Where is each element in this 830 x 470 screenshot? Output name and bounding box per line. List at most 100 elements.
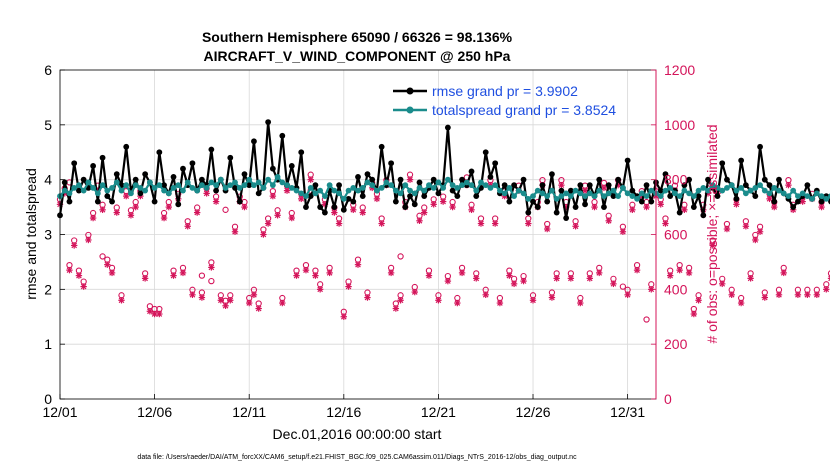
rmse-series-point [435, 190, 442, 197]
obs-assimilated-marker [728, 291, 735, 299]
obs-assimilated-marker [775, 291, 783, 299]
totalspread-series-point [265, 176, 272, 183]
rmse-series-point [776, 176, 782, 183]
totalspread-series-point [473, 187, 480, 194]
totalspread-series-point [189, 184, 196, 191]
rmse-series-point [345, 195, 352, 202]
totalspread-series-point [355, 187, 361, 194]
totalspread-series-point [549, 187, 555, 194]
totalspread-series-point [397, 190, 404, 197]
rmse-series-point [303, 204, 309, 210]
totalspread-series-point [724, 184, 730, 191]
rmse-series-point [549, 171, 555, 178]
totalspread-series-point [227, 182, 234, 189]
rmse-series-point [76, 187, 82, 194]
totalspread-series-point [634, 195, 640, 202]
rmse-series-point [298, 149, 305, 156]
obs-assimilated-marker [473, 275, 480, 282]
totalspread-series-point [288, 184, 295, 191]
rmse-series-point [501, 182, 508, 189]
obs-assimilated-marker [89, 214, 97, 222]
obs-assimilated-marker [454, 299, 461, 307]
totalspread-series-point [118, 187, 125, 194]
totalspread-series-point [520, 190, 527, 197]
x-tick-label: 12/31 [610, 404, 645, 420]
rmse-series-point [610, 193, 617, 200]
obs-assimilated-marker [364, 294, 371, 301]
obs-assimilated-marker [66, 266, 73, 274]
y-right-tick-label: 200 [664, 336, 688, 352]
obs-assimilated-marker [591, 203, 598, 211]
totalspread-series-point [388, 182, 395, 189]
totalspread-series-point [90, 184, 97, 191]
totalspread-series-point [317, 187, 324, 194]
rmse-series-point [667, 193, 674, 200]
totalspread-series-point [180, 187, 186, 194]
rmse-series-point [317, 204, 324, 210]
totalspread-series-point [255, 179, 262, 186]
y-right-tick-label: 0 [664, 391, 672, 407]
rmse-series-point [269, 165, 276, 172]
totalspread-series-point [345, 187, 352, 194]
rmse-series-point [795, 198, 801, 205]
totalspread-series-point [151, 184, 158, 191]
totalspread-series-point [657, 193, 664, 200]
data-file-footer: data file: /Users/raeder/DAI/ATM_forcXX/… [137, 454, 577, 461]
obs-assimilated-marker [435, 297, 442, 304]
rmse-series-point [638, 198, 645, 205]
obs-assimilated-marker [231, 228, 239, 235]
totalspread-series-point [378, 184, 385, 191]
totalspread-series-point [128, 190, 134, 197]
obs-assimilated-marker [241, 203, 248, 211]
totalspread-series-point [170, 184, 177, 191]
rmse-series-point [695, 193, 702, 200]
rmse-series-point [369, 176, 376, 183]
y-left-tick-label: 3 [44, 227, 52, 243]
rmse-series-point [99, 154, 106, 161]
totalspread-series-point [596, 187, 603, 194]
obs-assimilated-marker [331, 209, 338, 216]
obs-assimilated-marker [250, 291, 258, 299]
rmse-series-point [236, 198, 243, 205]
rmse-series-point [137, 190, 144, 197]
totalspread-series-point [232, 179, 238, 186]
obs-assimilated-marker [298, 195, 305, 203]
totalspread-series-point [217, 176, 224, 183]
totalspread-series-point [705, 187, 711, 194]
obs-assimilated-marker [596, 269, 603, 277]
obs-assimilated-marker [264, 220, 272, 227]
obs-assimilated-marker [156, 310, 163, 318]
totalspread-series-point [251, 182, 257, 189]
totalspread-series-point [203, 184, 210, 191]
totalspread-series-point [690, 193, 697, 200]
obs-assimilated-marker [633, 266, 641, 274]
obs-assimilated-marker [198, 294, 206, 301]
legend-spread-text: totalspread grand pr = 3.8524 [432, 102, 616, 118]
totalspread-series-point [776, 187, 782, 194]
obs-possible-marker [397, 253, 404, 260]
totalspread-series-point [497, 187, 503, 194]
rmse-series-point [459, 176, 465, 183]
rmse-series-point [255, 190, 262, 197]
totalspread-series-point [99, 182, 106, 189]
legend: rmse grand pr = 3.9902 totalspread grand… [393, 83, 616, 118]
rmse-series-point [279, 132, 286, 139]
obs-assimilated-marker [75, 272, 83, 279]
totalspread-series-point [487, 184, 494, 191]
totalspread-series-point [326, 182, 333, 189]
totalspread-series-point [113, 179, 120, 186]
totalspread-series-point [241, 182, 248, 189]
totalspread-series-point [539, 190, 546, 197]
rmse-series-point [180, 165, 186, 172]
totalspread-series-point [236, 184, 243, 191]
obs-possible-marker [222, 206, 229, 213]
obs-assimilated-marker [146, 308, 154, 315]
totalspread-series-point [213, 182, 219, 189]
totalspread-series-point [459, 182, 465, 189]
rmse-series-point [752, 193, 759, 200]
obs-assimilated-marker [643, 203, 650, 211]
totalspread-series-point [733, 187, 740, 194]
rmse-series-point [681, 182, 688, 189]
totalspread-series-point [146, 179, 153, 186]
obs-assimilated-marker [506, 272, 513, 279]
